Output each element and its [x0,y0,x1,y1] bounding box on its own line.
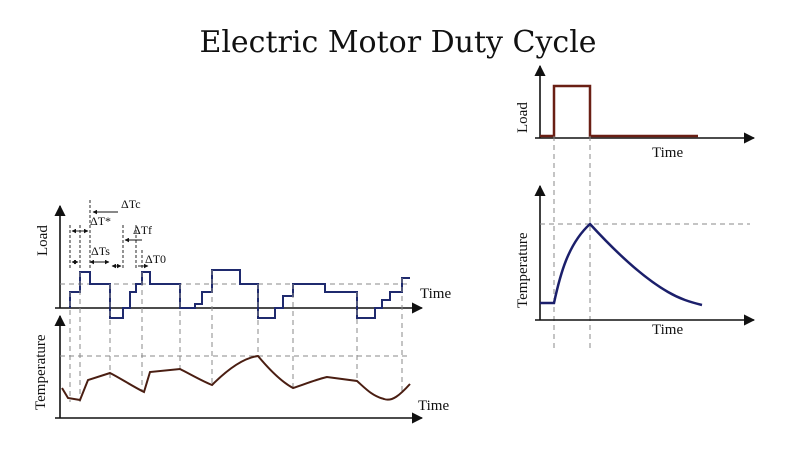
left-vertical-guides [69,270,403,402]
annotation-delta-t0: ΔT0 [145,252,166,266]
right-load-curve [540,84,698,138]
right-temp-time-label: Time [652,322,683,338]
right-load-time-label: Time [652,145,683,161]
annotation-delta-tc: ΔTc [121,197,141,211]
right-temperature-curve [540,222,703,307]
left-load-axis-label: Load [35,225,51,256]
right-temp-axis-label: Temperature [515,232,531,308]
annotation-delta-tf: ΔTf [133,223,152,237]
left-temperature-plot: Temperature Time [33,314,449,424]
right-load-plot: Load Time [515,64,756,161]
left-load-curve [69,269,410,319]
left-temperature-curve [61,354,411,402]
left-load-plot: Load Time ΔTc ΔT* ΔTf ΔTs ΔT0 [35,197,451,319]
right-load-axis-label: Load [515,102,531,133]
right-temperature-plot: Temperature Time [515,184,756,338]
left-temp-axis-label: Temperature [33,334,49,410]
left-load-time-label: Time [420,286,451,302]
left-temp-time-label: Time [418,398,449,414]
diagram-title: Electric Motor Duty Cycle [199,25,596,60]
annotation-delta-ts: ΔTs [91,244,110,258]
annotation-delta-t-star: ΔT* [90,214,111,228]
